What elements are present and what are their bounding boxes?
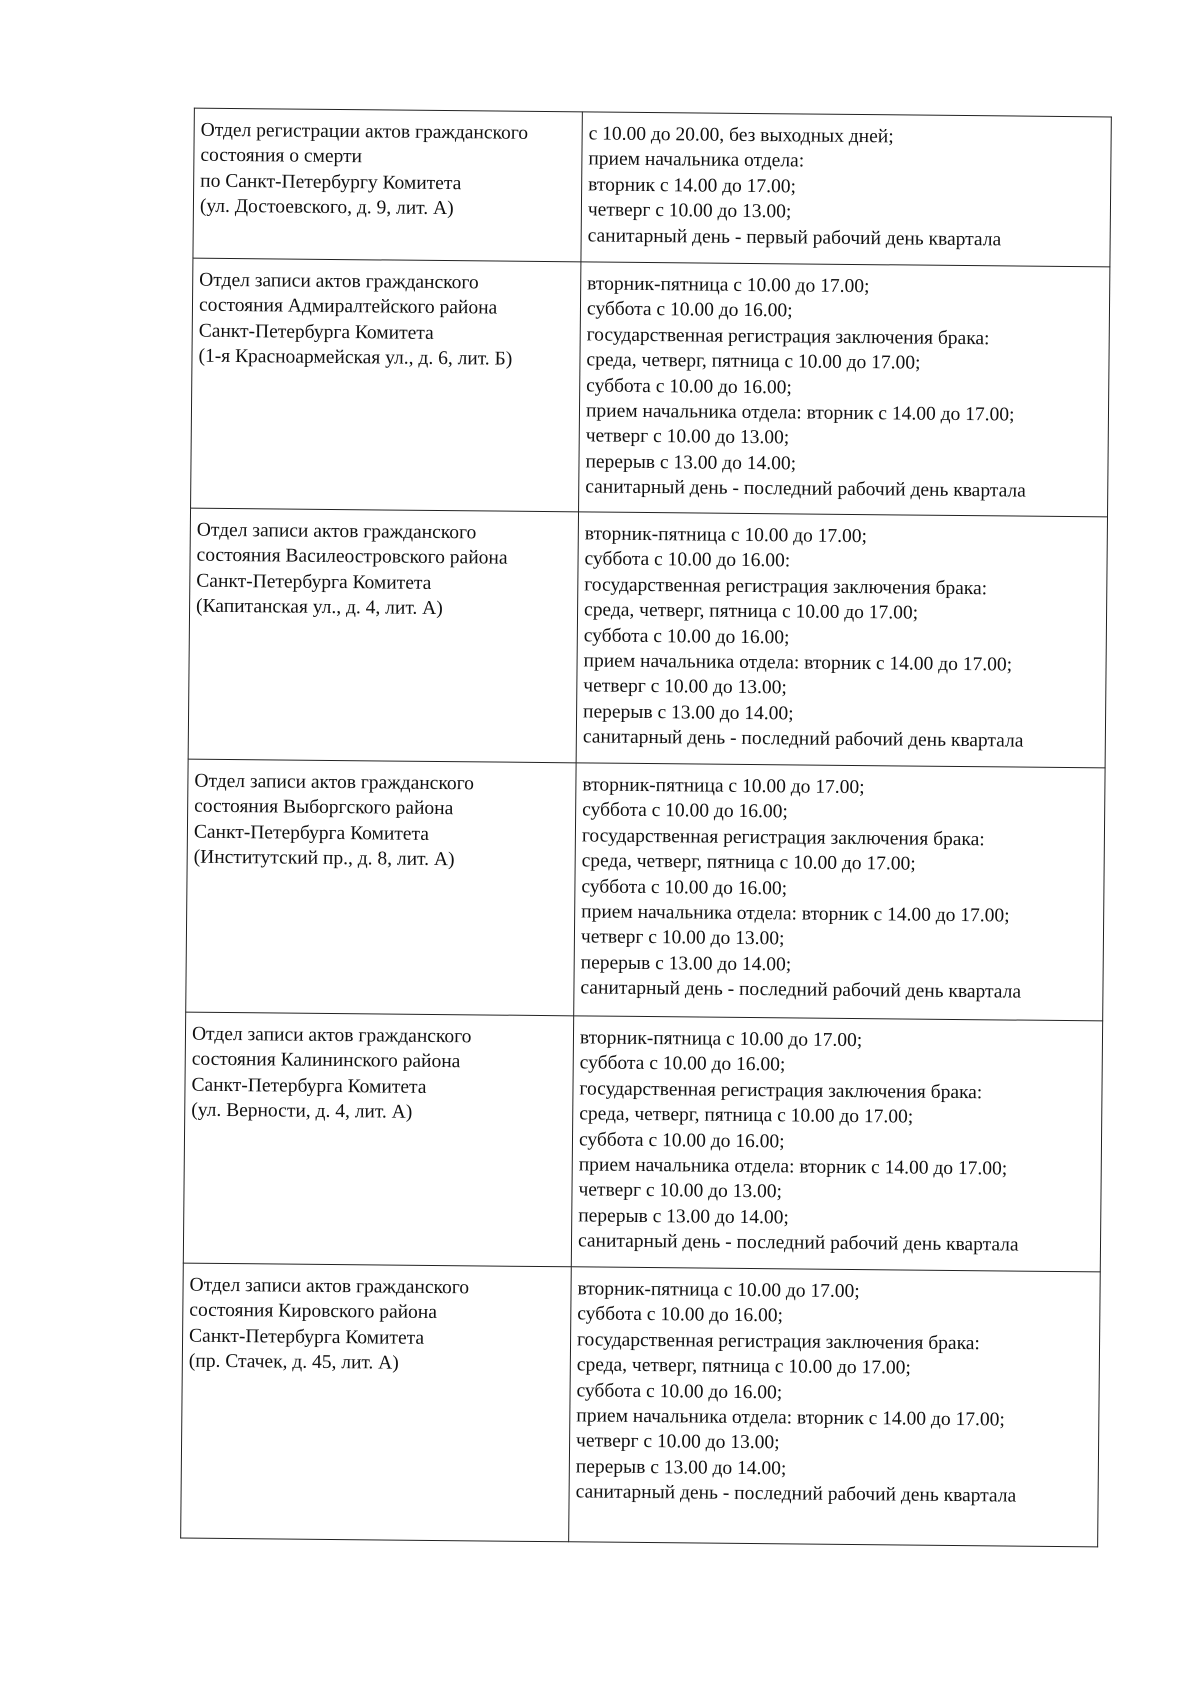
schedule-cell-line: санитарный день - последний рабочий день…	[575, 1481, 1017, 1507]
schedule-cell: вторник-пятница с 10.00 до 17.00; суббота…	[568, 1266, 1101, 1547]
office-cell: Отдел записи актов гражданского состояния…	[188, 508, 579, 763]
office-cell: Отдел регистрации актов гражданского сост…	[192, 108, 583, 262]
office-cell-line: Отдел записи актов гражданского	[199, 269, 479, 294]
office-cell: Отдел записи актов гражданского состояния…	[185, 759, 577, 1016]
office-cell: Отдел записи актов гражданского состояния…	[180, 1263, 572, 1542]
office-cell-line: по Санкт-Петербургу Комитета	[200, 170, 462, 195]
table-row: Отдел записи актов гражданского состояния…	[180, 1263, 1101, 1547]
schedule-cell-line: санитарный день - последний рабочий день…	[580, 977, 1022, 1003]
office-cell-line: Отдел регистрации актов гражданского	[200, 119, 529, 144]
office-cell-line: (ул. Верности, д. 4, лит. А)	[191, 1099, 413, 1123]
table-row: Отдел записи актов гражданского состояния…	[183, 1012, 1103, 1272]
office-cell-line: состояния Калининского района	[191, 1049, 461, 1073]
office-cell-line: состояния о смерти	[200, 145, 363, 168]
office-cell-line: состояния Выборгского района	[194, 796, 454, 820]
office-cell-line: Санкт-Петербурга Комитета	[198, 320, 434, 344]
office-cell-line: Санкт-Петербурга Комитета	[196, 570, 432, 594]
office-cell-line: Санкт-Петербурга Комитета	[191, 1074, 427, 1098]
office-cell-line: Отдел записи актов гражданского	[194, 770, 474, 795]
table-row: Отдел записи актов гражданского состояния…	[188, 508, 1108, 768]
office-cell-line: Санкт-Петербурга Комитета	[188, 1325, 425, 1349]
office-cell-line: Отдел записи актов гражданского	[196, 519, 477, 544]
schedule-cell: вторник-пятница с 10.00 до 17.00; суббота…	[571, 1015, 1103, 1272]
schedule-cell-line: санитарный день - первый рабочий день кв…	[587, 225, 1002, 251]
office-cell-line: (ул. Достоевского, д. 9, лит. А)	[199, 195, 454, 220]
office-cell: Отдел записи актов гражданского состояния…	[190, 258, 581, 512]
office-cell-line: (Капитанская ул., д. 4, лит. А)	[196, 595, 443, 620]
schedule-cell-line: санитарный день - последний рабочий день…	[577, 1230, 1019, 1256]
office-cell-line: (Институтский пр., д. 8, лит. А)	[193, 846, 455, 871]
office-cell: Отдел записи актов гражданского состояния…	[183, 1012, 574, 1267]
office-cell-line: (1-я Красноармейская ул., д. 6, лит. Б)	[198, 345, 513, 370]
document-page: Отдел регистрации актов гражданского сост…	[180, 108, 1112, 1548]
table-row: Отдел регистрации актов гражданского сост…	[192, 108, 1112, 267]
schedule-cell-line: санитарный день - последний рабочий день…	[585, 476, 1026, 502]
schedule-cell-line: санитарный день - последний рабочий день…	[582, 726, 1024, 752]
table-row: Отдел записи актов гражданского состояния…	[185, 759, 1106, 1021]
schedule-cell: вторник-пятница с 10.00 до 17.00; суббота…	[573, 762, 1106, 1021]
schedule-cell: вторник-пятница с 10.00 до 17.00; суббота…	[576, 511, 1108, 768]
office-cell-line: Отдел записи актов гражданского	[189, 1274, 470, 1299]
office-cell-line: состояния Адмиралтейского района	[198, 295, 498, 319]
office-cell-line: Отдел записи актов гражданского	[191, 1023, 472, 1048]
schedule-cell: с 10.00 до 20.00, без выходных дней; прие…	[580, 111, 1112, 267]
office-cell-line: (пр. Стачек, д. 45, лит. А)	[188, 1350, 399, 1374]
schedule-cell: вторник-пятница с 10.00 до 17.00; суббота…	[578, 261, 1110, 517]
office-cell-line: состояния Василеостровского района	[196, 545, 508, 570]
office-cell-line: состояния Кировского района	[189, 1300, 438, 1324]
table-row: Отдел записи актов гражданского состояния…	[190, 258, 1110, 517]
registry-offices-table: Отдел регистрации актов гражданского сост…	[180, 108, 1112, 1548]
office-cell-line: Санкт-Петербурга Комитета	[193, 821, 430, 845]
